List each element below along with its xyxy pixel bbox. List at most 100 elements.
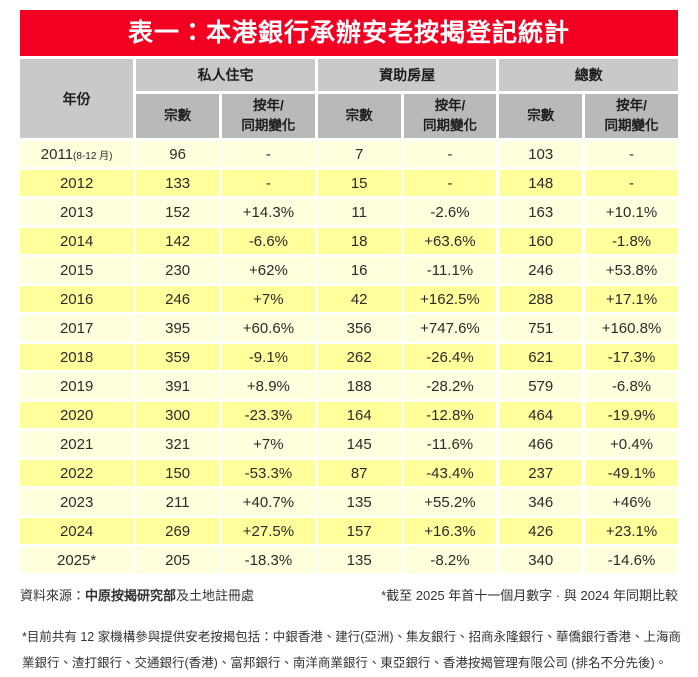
private-change-cell: -6.6% xyxy=(221,228,315,254)
subheader-subsidized-change: 按年/ 同期變化 xyxy=(403,94,497,138)
total-change-cell: -1.8% xyxy=(585,228,678,254)
total-cases-cell: 579 xyxy=(499,373,583,399)
private-change-cell: - xyxy=(221,170,315,196)
subsidized-change-cell: -43.4% xyxy=(403,460,497,486)
year-label: 2015 xyxy=(59,261,94,279)
source-row: 資料來源：中原按揭研究部及土地註冊處 *截至 2025 年首十一個月數字 · 與… xyxy=(20,585,678,604)
year-label: 2019 xyxy=(59,377,94,395)
total-change-cell: -17.3% xyxy=(585,344,678,370)
total-cases-cell: 237 xyxy=(499,460,583,486)
year-label: 2020 xyxy=(59,406,94,424)
private-change-cell: -18.3% xyxy=(221,547,315,573)
year-cell: 2015 xyxy=(20,257,134,283)
source-prefix: 資料來源： xyxy=(20,588,86,603)
year-cell: 2024 xyxy=(20,518,134,544)
subsidized-change-cell: -12.8% xyxy=(403,402,497,428)
subsidized-change-cell: -11.6% xyxy=(403,431,497,457)
table-row: 2021 321 +7% 145 -11.6% 466 +0.4% xyxy=(20,431,678,457)
subsidized-cases-cell: 356 xyxy=(317,315,401,341)
subheader-change-line2: 同期變化 xyxy=(241,118,296,133)
table-row: 2016 246 +7% 42 +162.5% 288 +17.1% xyxy=(20,286,678,312)
total-change-cell: +160.8% xyxy=(585,315,678,341)
group-header-private: 私人住宅 xyxy=(136,59,315,91)
year-label: 2017 xyxy=(59,319,94,337)
private-cases-cell: 246 xyxy=(136,286,219,312)
total-cases-cell: 466 xyxy=(499,431,583,457)
total-cases-cell: 346 xyxy=(499,489,583,515)
total-cases-cell: 148 xyxy=(499,170,583,196)
total-change-cell: +53.8% xyxy=(585,257,678,283)
total-cases-cell: 246 xyxy=(499,257,583,283)
subsidized-cases-cell: 157 xyxy=(317,518,401,544)
total-change-cell: - xyxy=(585,170,678,196)
group-header-subsidized: 資助房屋 xyxy=(317,59,497,91)
subheader-total-cases: 宗數 xyxy=(499,94,583,138)
year-cell: 2016 xyxy=(20,286,134,312)
year-label: 2024 xyxy=(59,522,94,540)
year-label: 2025* xyxy=(57,551,97,569)
source-org: 中原按揭研究部 xyxy=(85,588,177,603)
year-cell: 2013 xyxy=(20,199,134,225)
year-cell: 2023 xyxy=(20,489,134,515)
table-row: 2019 391 +8.9% 188 -28.2% 579 -6.8% xyxy=(20,373,678,399)
participating-banks-footnote: *目前共有 12 家機構參與提供安老按揭包括：中銀香港、建行(亞洲)、集友銀行、… xyxy=(22,630,682,670)
total-change-cell: +10.1% xyxy=(585,199,678,225)
year-label: 2016 xyxy=(59,290,94,308)
subsidized-cases-cell: 42 xyxy=(317,286,401,312)
total-change-cell: -6.8% xyxy=(585,373,678,399)
year-cell: 2019 xyxy=(20,373,134,399)
group-header-total: 總數 xyxy=(499,59,678,91)
year-cell: 2011(8-12 月) xyxy=(20,141,134,167)
table-row: 2023 211 +40.7% 135 +55.2% 346 +46% xyxy=(20,489,678,515)
table-row: 2013 152 +14.3% 11 -2.6% 163 +10.1% xyxy=(20,199,678,225)
table-header: 年份 私人住宅 資助房屋 總數 宗數 按年/ 同期變化 宗數 按年/ 同期變化 xyxy=(20,59,678,138)
source-text: 資料來源：中原按揭研究部及土地註冊處 xyxy=(20,585,254,604)
private-cases-cell: 142 xyxy=(136,228,219,254)
private-change-cell: +62% xyxy=(221,257,315,283)
year-cell: 2017 xyxy=(20,315,134,341)
year-cell: 2014 xyxy=(20,228,134,254)
subsidized-cases-cell: 18 xyxy=(317,228,401,254)
private-cases-cell: 211 xyxy=(136,489,219,515)
total-change-cell: +23.1% xyxy=(585,518,678,544)
total-cases-cell: 103 xyxy=(499,141,583,167)
subsidized-change-cell: +16.3% xyxy=(403,518,497,544)
subsidized-cases-cell: 16 xyxy=(317,257,401,283)
table-row: 2017 395 +60.6% 356 +747.6% 751 +160.8% xyxy=(20,315,678,341)
private-change-cell: +40.7% xyxy=(221,489,315,515)
subsidized-change-cell: -2.6% xyxy=(403,199,497,225)
private-change-cell: +7% xyxy=(221,286,315,312)
group-header-row: 年份 私人住宅 資助房屋 總數 xyxy=(20,59,678,138)
table-row: 2011(8-12 月) 96 - 7 - 103 - xyxy=(20,141,678,167)
subsidized-change-cell: +162.5% xyxy=(403,286,497,312)
table-row: 2020 300 -23.3% 164 -12.8% 464 -19.9% xyxy=(20,402,678,428)
subheader-change-line1: 按年/ xyxy=(616,98,647,114)
total-cases-cell: 163 xyxy=(499,199,583,225)
private-change-cell: - xyxy=(221,141,315,167)
subsidized-cases-cell: 7 xyxy=(317,141,401,167)
subsidized-cases-cell: 188 xyxy=(317,373,401,399)
subsidized-change-cell: +747.6% xyxy=(403,315,497,341)
private-change-cell: +7% xyxy=(221,431,315,457)
total-change-cell: -19.9% xyxy=(585,402,678,428)
year-label: 2014 xyxy=(59,232,94,250)
total-change-cell: +17.1% xyxy=(585,286,678,312)
subheader-total-change: 按年/ 同期變化 xyxy=(585,94,678,138)
private-change-cell: -23.3% xyxy=(221,402,315,428)
period-note: *截至 2025 年首十一個月數字 · 與 2024 年同期比較 xyxy=(381,588,678,603)
year-label: 2023 xyxy=(59,493,94,511)
subsidized-change-cell: - xyxy=(403,170,497,196)
private-change-cell: -9.1% xyxy=(221,344,315,370)
subsidized-cases-cell: 87 xyxy=(317,460,401,486)
private-cases-cell: 300 xyxy=(136,402,219,428)
subheader-change-line1: 按年/ xyxy=(253,98,284,114)
total-change-cell: +0.4% xyxy=(585,431,678,457)
subsidized-cases-cell: 145 xyxy=(317,431,401,457)
year-label: 2012 xyxy=(59,174,94,192)
subsidized-change-cell: +55.2% xyxy=(403,489,497,515)
source-suffix: 及土地註冊處 xyxy=(176,588,255,603)
subheader-private-change: 按年/ 同期變化 xyxy=(221,94,315,138)
private-cases-cell: 205 xyxy=(136,547,219,573)
year-cell: 2020 xyxy=(20,402,134,428)
subsidized-cases-cell: 135 xyxy=(317,547,401,573)
